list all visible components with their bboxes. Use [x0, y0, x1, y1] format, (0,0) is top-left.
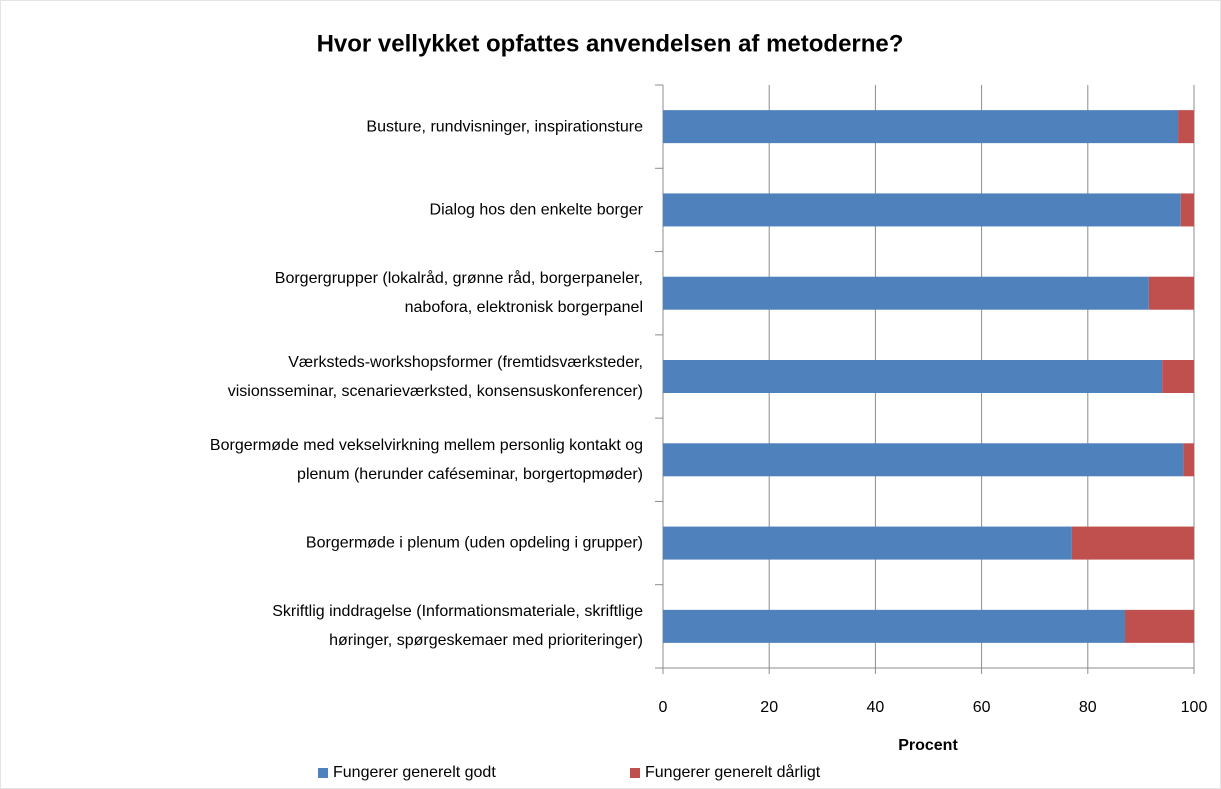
bar-segment [1183, 443, 1194, 477]
bar-segment [663, 526, 1072, 560]
x-tick-label: 0 [659, 699, 668, 716]
x-axis-title: Procent [898, 737, 958, 754]
bar-segment [663, 193, 1181, 227]
x-tick-label: 80 [1079, 699, 1097, 716]
category-label: Dialog hos den enkelte borger [429, 201, 643, 219]
chart-title: Hvor vellykket opfattes anvendelsen af m… [317, 30, 904, 57]
bar-segment [1148, 276, 1194, 310]
legend-label: Fungerer generelt godt [333, 764, 496, 781]
bar-segment [663, 276, 1149, 310]
bar-segment [663, 609, 1125, 643]
category-label: Borgermøde i plenum (uden opdeling i gru… [305, 534, 643, 552]
bar-segment [1071, 526, 1194, 560]
bar-segment [1180, 193, 1194, 227]
category-label: Skriftlig inddragelse (Informationsmater… [272, 603, 643, 650]
x-tick-label: 20 [760, 699, 778, 716]
x-tick-label: 100 [1181, 699, 1208, 716]
bar-segment [663, 110, 1179, 144]
legend-swatch [318, 768, 328, 778]
bar-segment [1124, 609, 1194, 643]
category-label: Borgergrupper (lokalråd, grønne råd, bor… [274, 270, 643, 317]
category-label: Borgermøde med vekselvirkning mellem per… [209, 436, 643, 483]
category-label: Busture, rundvisninger, inspirationsture [366, 118, 643, 136]
category-label: Værksteds-workshopsformer (fremtidsværks… [227, 353, 643, 400]
bar-segment [663, 443, 1184, 477]
x-tick-label: 60 [973, 699, 991, 716]
legend-label: Fungerer generelt dårligt [645, 763, 821, 781]
bar-segment [1162, 360, 1194, 393]
x-tick-label: 40 [867, 699, 885, 716]
bar-segment [663, 360, 1163, 393]
legend-swatch [630, 768, 640, 778]
bar-segment [1178, 110, 1194, 144]
